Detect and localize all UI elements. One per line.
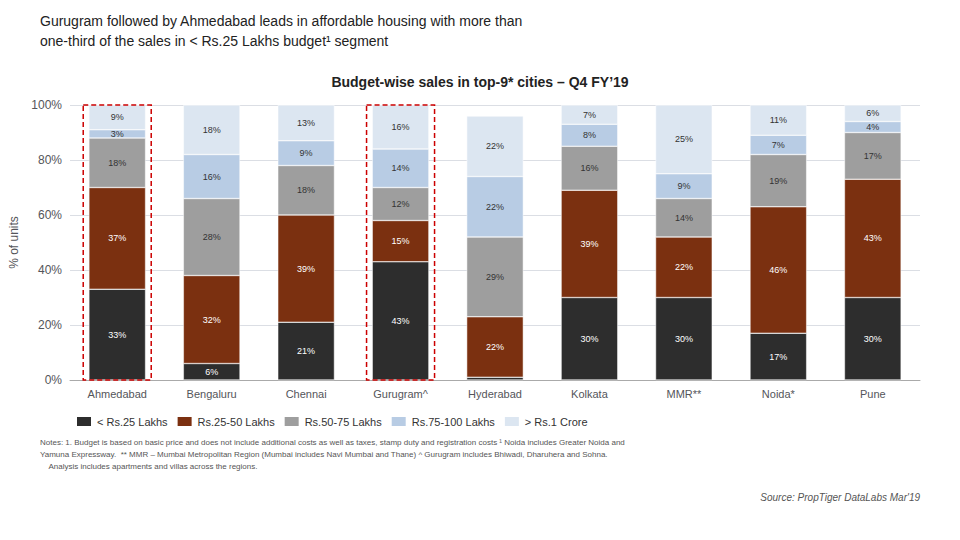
svg-text:< Rs.25 Lakhs: < Rs.25 Lakhs <box>97 416 168 428</box>
svg-text:6%: 6% <box>866 108 879 118</box>
svg-text:100%: 100% <box>31 98 62 112</box>
svg-text:33%: 33% <box>108 330 126 340</box>
svg-text:40%: 40% <box>38 263 62 277</box>
svg-text:80%: 80% <box>38 153 62 167</box>
svg-text:39%: 39% <box>580 239 598 249</box>
svg-text:7%: 7% <box>583 110 596 120</box>
svg-text:Rs.25-50 Lakhs: Rs.25-50 Lakhs <box>198 416 276 428</box>
svg-text:Gurugram^: Gurugram^ <box>373 388 429 400</box>
svg-text:22%: 22% <box>486 202 504 212</box>
svg-text:MMR**: MMR** <box>666 388 702 400</box>
svg-text:18%: 18% <box>108 158 126 168</box>
svg-text:19%: 19% <box>769 176 787 186</box>
svg-text:20%: 20% <box>38 318 62 332</box>
svg-text:16%: 16% <box>203 172 221 182</box>
svg-text:Gurugram followed by Ahmedabad: Gurugram followed by Ahmedabad leads in … <box>40 13 522 29</box>
svg-text:30%: 30% <box>675 334 693 344</box>
svg-text:16%: 16% <box>392 122 410 132</box>
svg-text:> Rs.1 Crore: > Rs.1 Crore <box>525 416 588 428</box>
svg-text:Analysis includes apartments a: Analysis includes apartments and villas … <box>40 462 257 471</box>
svg-text:30%: 30% <box>864 334 882 344</box>
svg-text:28%: 28% <box>203 232 221 242</box>
svg-text:18%: 18% <box>203 125 221 135</box>
svg-text:21%: 21% <box>297 346 315 356</box>
svg-text:39%: 39% <box>297 264 315 274</box>
svg-text:Pune: Pune <box>860 388 886 400</box>
svg-text:4%: 4% <box>866 122 879 132</box>
svg-text:22%: 22% <box>675 262 693 272</box>
svg-text:60%: 60% <box>38 208 62 222</box>
svg-text:Notes: 1. Budget is based on b: Notes: 1. Budget is based on basic price… <box>40 438 625 447</box>
svg-text:46%: 46% <box>769 265 787 275</box>
svg-text:9%: 9% <box>300 148 313 158</box>
svg-text:8%: 8% <box>583 130 596 140</box>
svg-text:Source: PropTiger DataLabs Mar: Source: PropTiger DataLabs Mar'19 <box>760 492 920 503</box>
svg-text:Noida*: Noida* <box>762 388 796 400</box>
svg-text:one-third of the sales in < Rs: one-third of the sales in < Rs.25 Lakhs … <box>40 33 388 49</box>
svg-text:16%: 16% <box>580 163 598 173</box>
svg-text:30%: 30% <box>580 334 598 344</box>
svg-text:Kolkata: Kolkata <box>571 388 609 400</box>
svg-text:37%: 37% <box>108 233 126 243</box>
svg-text:7%: 7% <box>772 140 785 150</box>
svg-text:17%: 17% <box>769 352 787 362</box>
svg-text:Chennai: Chennai <box>286 388 327 400</box>
svg-text:3%: 3% <box>111 129 124 139</box>
svg-text:0%: 0% <box>45 373 63 387</box>
svg-text:6%: 6% <box>205 367 218 377</box>
svg-text:32%: 32% <box>203 315 221 325</box>
svg-text:9%: 9% <box>677 181 690 191</box>
svg-text:Bengaluru: Bengaluru <box>187 388 237 400</box>
svg-text:22%: 22% <box>486 141 504 151</box>
svg-text:18%: 18% <box>297 185 315 195</box>
svg-text:Rs.75-100 Lakhs: Rs.75-100 Lakhs <box>412 416 496 428</box>
svg-text:22%: 22% <box>486 342 504 352</box>
svg-text:15%: 15% <box>392 236 410 246</box>
svg-text:Yamuna Expressway. ** MMR – M: Yamuna Expressway. ** MMR – Mumbai Metro… <box>40 450 608 459</box>
svg-text:14%: 14% <box>392 163 410 173</box>
svg-text:17%: 17% <box>864 151 882 161</box>
svg-text:% of units: % of units <box>7 216 21 269</box>
svg-text:12%: 12% <box>392 199 410 209</box>
svg-text:29%: 29% <box>486 272 504 282</box>
svg-text:Budget-wise sales in top-9* ci: Budget-wise sales in top-9* cities – Q4 … <box>331 74 628 90</box>
svg-text:43%: 43% <box>392 316 410 326</box>
svg-text:14%: 14% <box>675 213 693 223</box>
svg-text:43%: 43% <box>864 233 882 243</box>
svg-text:11%: 11% <box>770 115 787 125</box>
svg-text:9%: 9% <box>111 112 124 122</box>
svg-text:Ahmedabad: Ahmedabad <box>88 388 147 400</box>
svg-text:25%: 25% <box>675 134 693 144</box>
svg-text:13%: 13% <box>297 118 315 128</box>
svg-text:Rs.50-75 Lakhs: Rs.50-75 Lakhs <box>305 416 383 428</box>
svg-text:Hyderabad: Hyderabad <box>468 388 522 400</box>
